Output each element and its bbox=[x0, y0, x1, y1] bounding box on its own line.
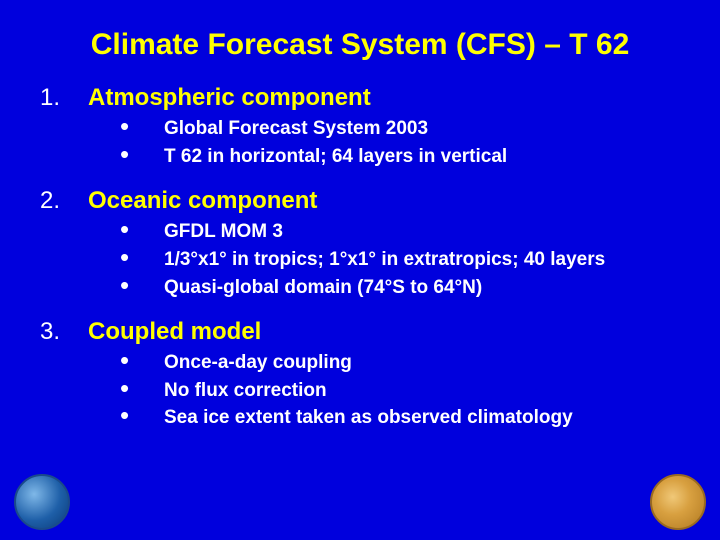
section-heading: Atmospheric component bbox=[88, 84, 371, 112]
section-2: 2. Oceanic component • GFDL MOM 3 • 1/3°… bbox=[40, 187, 680, 300]
section-number: 1. bbox=[40, 84, 88, 112]
bullet-text: 1/3°x1° in tropics; 1°x1° in extratropic… bbox=[164, 247, 605, 273]
section-row: 1. Atmospheric component bbox=[40, 84, 680, 112]
bullet-icon: • bbox=[120, 116, 164, 136]
section-number: 3. bbox=[40, 318, 88, 346]
bullet-text: Once-a-day coupling bbox=[164, 350, 352, 376]
bullet-icon: • bbox=[120, 378, 164, 398]
bullet-text: No flux correction bbox=[164, 378, 327, 404]
list-item: • 1/3°x1° in tropics; 1°x1° in extratrop… bbox=[120, 247, 680, 273]
nws-logo bbox=[650, 474, 706, 530]
noaa-logo bbox=[14, 474, 70, 530]
section-row: 2. Oceanic component bbox=[40, 187, 680, 215]
bullet-list: • GFDL MOM 3 • 1/3°x1° in tropics; 1°x1°… bbox=[120, 219, 680, 300]
list-item: • No flux correction bbox=[120, 378, 680, 404]
list-item: • T 62 in horizontal; 64 layers in verti… bbox=[120, 144, 680, 170]
slide-title: Climate Forecast System (CFS) – T 62 bbox=[40, 28, 680, 62]
bullet-text: Sea ice extent taken as observed climato… bbox=[164, 405, 573, 431]
bullet-text: Quasi-global domain (74°S to 64°N) bbox=[164, 275, 482, 301]
bullet-list: • Global Forecast System 2003 • T 62 in … bbox=[120, 116, 680, 169]
section-heading: Oceanic component bbox=[88, 187, 317, 215]
section-3: 3. Coupled model • Once-a-day coupling •… bbox=[40, 318, 680, 431]
bullet-icon: • bbox=[120, 350, 164, 370]
list-item: • Sea ice extent taken as observed clima… bbox=[120, 405, 680, 431]
bullet-icon: • bbox=[120, 219, 164, 239]
bullet-icon: • bbox=[120, 144, 164, 164]
bullet-icon: • bbox=[120, 247, 164, 267]
section-row: 3. Coupled model bbox=[40, 318, 680, 346]
bullet-text: GFDL MOM 3 bbox=[164, 219, 283, 245]
bullet-icon: • bbox=[120, 405, 164, 425]
list-item: • Once-a-day coupling bbox=[120, 350, 680, 376]
bullet-text: T 62 in horizontal; 64 layers in vertica… bbox=[164, 144, 507, 170]
bullet-icon: • bbox=[120, 275, 164, 295]
list-item: • Quasi-global domain (74°S to 64°N) bbox=[120, 275, 680, 301]
list-item: • GFDL MOM 3 bbox=[120, 219, 680, 245]
section-number: 2. bbox=[40, 187, 88, 215]
slide: Climate Forecast System (CFS) – T 62 1. … bbox=[0, 0, 720, 540]
section-heading: Coupled model bbox=[88, 318, 261, 346]
section-1: 1. Atmospheric component • Global Foreca… bbox=[40, 84, 680, 169]
bullet-text: Global Forecast System 2003 bbox=[164, 116, 428, 142]
bullet-list: • Once-a-day coupling • No flux correcti… bbox=[120, 350, 680, 431]
list-item: • Global Forecast System 2003 bbox=[120, 116, 680, 142]
